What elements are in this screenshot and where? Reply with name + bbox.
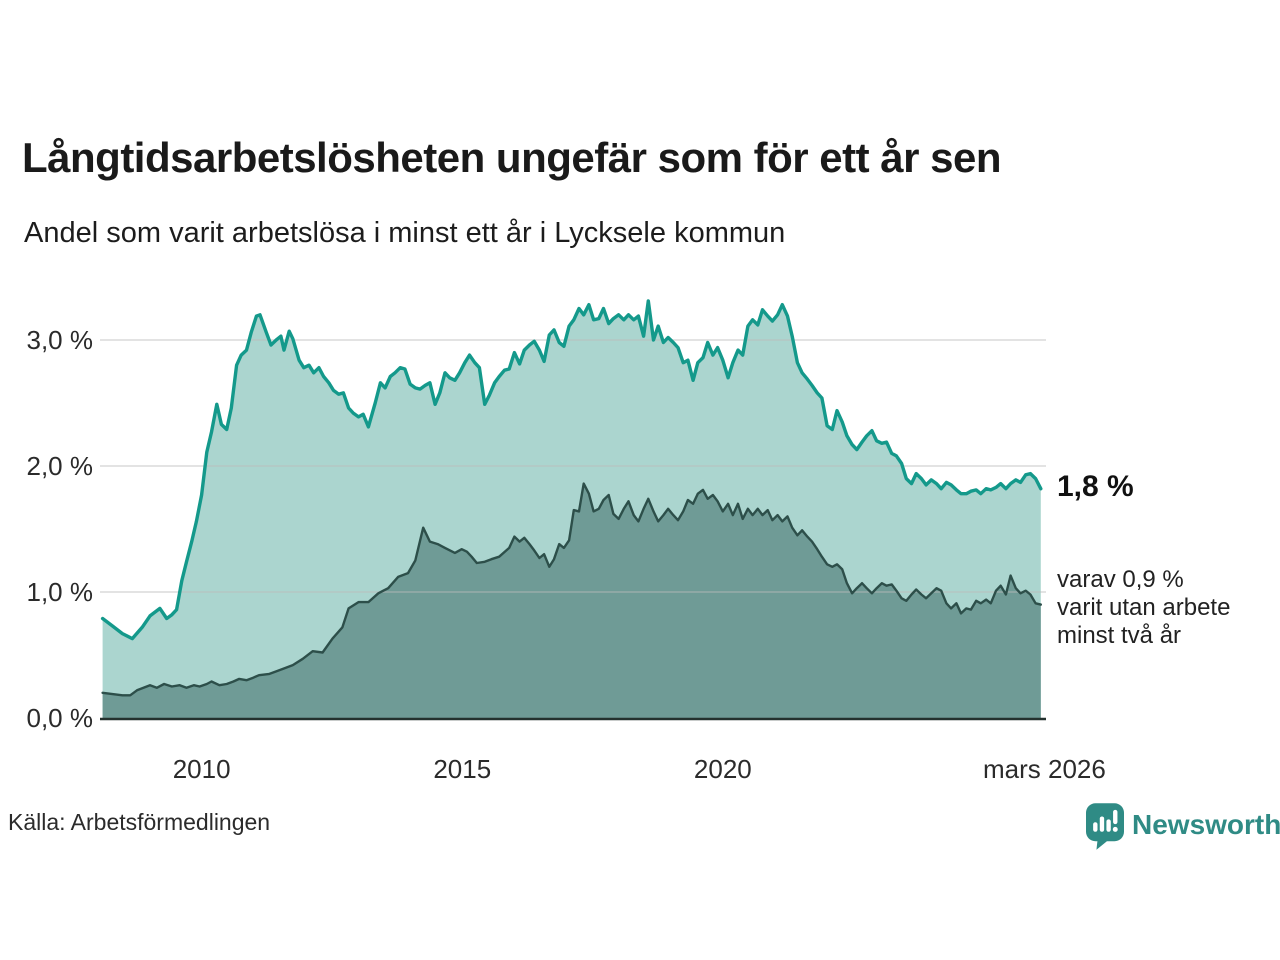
sub-series-annotation: varav 0,9 % varit utan arbete minst två …	[1057, 566, 1230, 650]
y-axis-label-2: 2,0 %	[26, 451, 94, 481]
newsworthy-logo: Newsworthy	[1086, 803, 1280, 853]
x-axis-label-mars-2026: mars 2026	[983, 754, 1106, 784]
line-minst-tva-ar	[101, 482, 1042, 697]
sub-series-annotation-line-2: varit utan arbete	[1057, 594, 1231, 621]
newsworthy-logo-text: Newsworthy	[1132, 809, 1280, 840]
newsworthy-logo-icon	[1086, 803, 1124, 855]
chart-subtitle: Andel som varit arbetslösa i minst ett å…	[24, 217, 786, 249]
source-credit: Källa: Arbetsförmedlingen	[8, 809, 271, 835]
page-title: Långtidsarbetslösheten ungefär som för e…	[22, 134, 1002, 181]
sub-series-annotation-line-3: minst två år	[1057, 622, 1182, 649]
y-axis-label-1: 1,0 %	[26, 577, 94, 607]
line-minst-ett-ar	[100, 299, 1043, 641]
x-axis-label-2010: 2010	[172, 754, 231, 784]
latest-value-label: 1,8 %	[1057, 470, 1134, 503]
sub-series-annotation-line-1: varav 0,9 %	[1057, 566, 1184, 593]
y-axis-label-0: 0,0 %	[26, 703, 94, 733]
area-fill-minst-tva-ar	[102, 483, 1041, 718]
x-axis-label-2015: 2015	[433, 754, 492, 784]
y-axis-label-3: 3,0 %	[26, 325, 94, 355]
x-axis-label-2020: 2020	[693, 754, 752, 784]
